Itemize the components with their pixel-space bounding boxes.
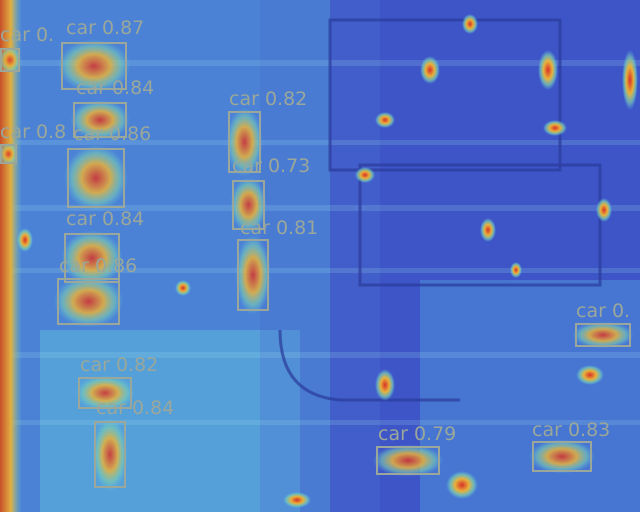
detection-label: car 0.84 xyxy=(76,77,155,99)
heat-hotspot xyxy=(529,439,595,474)
heat-hotspot xyxy=(576,365,604,385)
detection-box xyxy=(0,48,20,72)
detection-box xyxy=(575,323,631,347)
heat-hotspot xyxy=(538,50,558,90)
detection-label: car 0.84 xyxy=(66,208,145,230)
detection-label: car 0.86 xyxy=(73,123,152,145)
detection-label: car 0.81 xyxy=(240,217,319,239)
heat-hotspot xyxy=(375,369,395,401)
detection-label: car 0.8 xyxy=(0,121,67,143)
heat-hotspot xyxy=(596,198,612,222)
detection-label: car 0.82 xyxy=(80,354,159,376)
heat-hotspot xyxy=(510,262,522,278)
detection-box xyxy=(57,278,120,325)
heat-hotspot xyxy=(175,280,191,296)
detection-box xyxy=(73,102,127,138)
heat-hotspot xyxy=(355,167,375,183)
detection-label: car 0. xyxy=(576,300,631,322)
heat-hotspot xyxy=(75,375,135,411)
heat-hotspot xyxy=(375,112,395,128)
heat-hotspot xyxy=(462,14,478,34)
heat-hotspot xyxy=(226,107,263,177)
heat-hotspot xyxy=(543,120,567,136)
detection-box xyxy=(237,239,269,311)
detection-box xyxy=(376,446,440,475)
heat-hotspot xyxy=(0,46,21,74)
detection-label: car 0.79 xyxy=(378,423,457,445)
heat-hotspot xyxy=(622,50,638,110)
detection-box xyxy=(94,421,126,488)
heat-hotspot xyxy=(572,321,634,349)
heat-hotspot xyxy=(70,100,130,140)
heat-hotspot xyxy=(420,56,440,84)
heat-hotspot xyxy=(230,177,267,233)
detection-label: car 0.83 xyxy=(532,419,611,441)
detection-box xyxy=(78,377,132,409)
heat-hotspot xyxy=(235,235,271,315)
heat-hotspot xyxy=(283,492,311,508)
detection-label: car 0.73 xyxy=(232,155,311,177)
heat-hotspot xyxy=(61,230,123,286)
detection-label: car 0.87 xyxy=(66,17,145,39)
heat-hotspot xyxy=(17,228,33,252)
detection-label: car 0.86 xyxy=(59,255,138,277)
heat-hotspot xyxy=(53,275,124,328)
heat-hotspot xyxy=(372,444,444,477)
detection-box xyxy=(67,148,125,208)
detection-box xyxy=(0,144,17,164)
detection-box xyxy=(232,180,265,230)
detection-box xyxy=(228,111,261,173)
heat-hotspot xyxy=(92,417,128,492)
detection-box xyxy=(64,233,120,283)
detection-box xyxy=(61,42,127,90)
heat-hotspot xyxy=(0,143,18,165)
detection-label: car 0. xyxy=(0,24,55,46)
heat-hotspot xyxy=(480,218,496,242)
detection-label: car 0.82 xyxy=(229,88,308,110)
detection-label: car 0.84 xyxy=(96,397,175,419)
heat-hotspot xyxy=(57,39,131,93)
heat-hotspot xyxy=(64,145,128,211)
heat-hotspot xyxy=(446,471,478,499)
detection-box xyxy=(532,441,592,472)
